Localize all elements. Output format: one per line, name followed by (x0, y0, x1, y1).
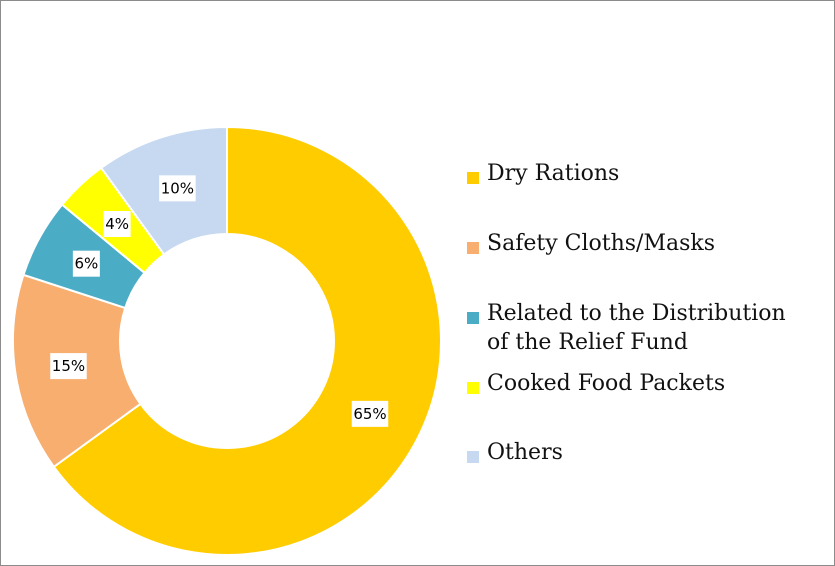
data-label-box-safety-cloths (50, 353, 87, 380)
data-label-dry-rations: 65% (353, 405, 386, 423)
legend-label-relief-fund-line1: Related to the Distribution (487, 301, 786, 326)
legend-swatch-dry-rations (467, 172, 479, 184)
legend-swatch-cooked-food (467, 382, 479, 394)
data-label-box-relief-fund (72, 250, 100, 277)
data-label-others: 10% (161, 179, 194, 197)
legend-swatch-relief-fund (467, 312, 479, 324)
data-label-safety-cloths: 15% (52, 357, 85, 375)
data-label-box-cooked-food (103, 211, 131, 238)
data-label-cooked-food: 4% (105, 215, 129, 233)
legend-label-cooked-food: Cooked Food Packets (487, 371, 726, 396)
legend-label-dry-rations: Dry Rations (487, 161, 620, 186)
legend-swatch-safety-cloths (467, 242, 479, 254)
legend-label-relief-fund-line2: of the Relief Fund (487, 330, 688, 355)
data-label-box-others (159, 175, 196, 202)
legend-label-others: Others (487, 440, 563, 465)
legend-swatch-others (467, 451, 479, 463)
legend-label-safety-cloths: Safety Cloths/Masks (487, 231, 715, 256)
slice-dry-rations (52, 125, 442, 556)
data-label-relief-fund: 6% (74, 255, 98, 273)
data-label-box-dry-rations (351, 400, 389, 427)
